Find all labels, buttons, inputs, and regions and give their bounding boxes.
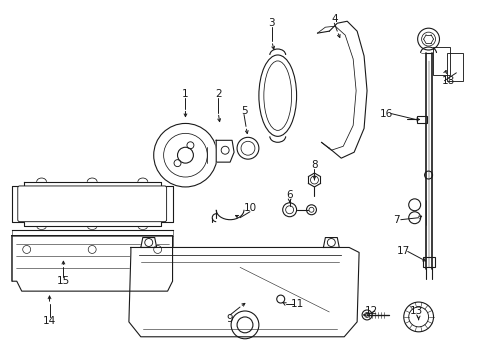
Text: 9: 9: [226, 314, 233, 324]
Polygon shape: [323, 238, 339, 247]
FancyBboxPatch shape: [18, 186, 166, 222]
Text: 11: 11: [290, 299, 304, 309]
Polygon shape: [12, 235, 172, 291]
Text: 4: 4: [330, 14, 337, 24]
Text: 17: 17: [396, 247, 409, 256]
Text: 1: 1: [182, 89, 188, 99]
Bar: [447, 53, 462, 81]
Text: 15: 15: [57, 276, 70, 286]
Polygon shape: [216, 140, 234, 162]
Text: 5: 5: [240, 105, 247, 116]
Text: 14: 14: [43, 316, 56, 326]
Text: 7: 7: [393, 215, 399, 225]
Text: 18: 18: [441, 76, 454, 86]
Bar: [432, 47, 449, 75]
Bar: [416, 116, 426, 123]
Text: 13: 13: [409, 306, 423, 316]
Text: 6: 6: [286, 190, 292, 200]
Text: 2: 2: [214, 89, 221, 99]
Text: 3: 3: [268, 18, 275, 28]
Polygon shape: [12, 230, 172, 235]
Text: 12: 12: [364, 306, 377, 316]
Polygon shape: [12, 182, 172, 226]
Text: 8: 8: [310, 160, 317, 170]
Bar: [422, 257, 434, 267]
Polygon shape: [141, 238, 156, 247]
Polygon shape: [129, 247, 358, 337]
Polygon shape: [317, 21, 366, 158]
Text: 10: 10: [243, 203, 256, 213]
Text: 16: 16: [380, 108, 393, 118]
